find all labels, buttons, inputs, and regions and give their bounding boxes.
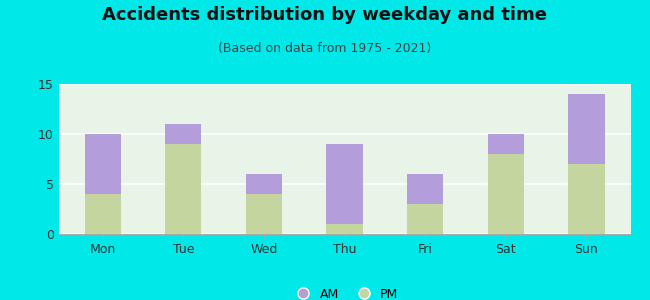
Bar <box>568 94 604 164</box>
Bar <box>84 194 121 234</box>
Bar <box>84 134 121 194</box>
Legend: AM, PM: AM, PM <box>286 283 403 300</box>
Bar <box>165 144 202 234</box>
Bar <box>407 174 443 204</box>
Bar <box>326 144 363 224</box>
Text: Accidents distribution by weekday and time: Accidents distribution by weekday and ti… <box>103 6 547 24</box>
Bar <box>488 134 524 154</box>
Bar <box>246 174 282 194</box>
Bar <box>568 164 604 234</box>
Bar <box>488 154 524 234</box>
Bar <box>165 124 202 144</box>
Text: (Based on data from 1975 - 2021): (Based on data from 1975 - 2021) <box>218 42 432 55</box>
Bar <box>407 204 443 234</box>
Bar <box>246 194 282 234</box>
Bar <box>326 224 363 234</box>
